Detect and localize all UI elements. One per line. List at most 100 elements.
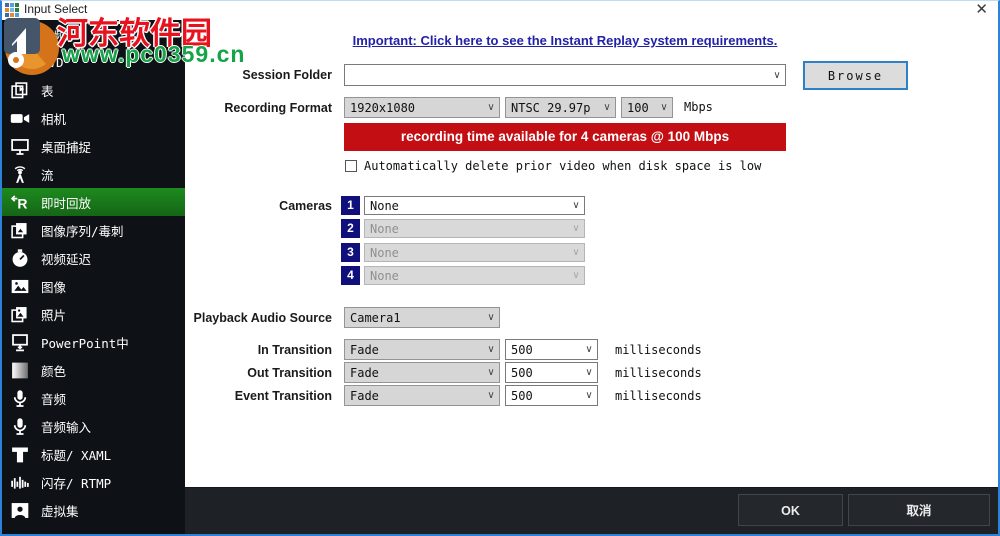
close-icon[interactable]: ✕ bbox=[975, 1, 988, 18]
sidebar-item-virtual-set[interactable]: 虚拟集 bbox=[0, 496, 185, 524]
sidebar-item-delay[interactable]: 视频延迟 bbox=[0, 244, 185, 272]
auto-delete-row[interactable]: Automatically delete prior video when di… bbox=[345, 159, 761, 173]
event-transition-effect-dropdown[interactable]: Fade ∨ bbox=[344, 385, 500, 406]
cancel-button[interactable]: 取消 bbox=[848, 494, 990, 526]
standard-dropdown[interactable]: NTSC 29.97p ∨ bbox=[505, 97, 616, 118]
recording-format-label: Recording Format bbox=[224, 101, 332, 115]
sidebar-item-label: 视频延迟 bbox=[41, 251, 92, 267]
chevron-down-icon: ∨ bbox=[487, 102, 495, 113]
sidebar-item-label: 图像序列/毒刺 bbox=[41, 223, 124, 239]
bitrate-dropdown[interactable]: 100 ∨ bbox=[621, 97, 673, 118]
sidebar-item-audio[interactable]: 音频 bbox=[0, 384, 185, 412]
in-transition-label: In Transition bbox=[257, 343, 332, 357]
chevron-down-icon: ∨ bbox=[572, 223, 580, 234]
sidebar-item-image[interactable]: 图像 bbox=[0, 272, 185, 300]
camera-1-dropdown[interactable]: None ∨ bbox=[364, 196, 585, 215]
flash-icon bbox=[7, 470, 33, 494]
sidebar-item-title[interactable]: 标题/ XAML bbox=[0, 440, 185, 468]
stream-icon bbox=[7, 162, 33, 186]
sidebar-item-label: 标题/ XAML bbox=[41, 447, 112, 463]
sidebar-item-label: 虚拟集 bbox=[41, 503, 79, 519]
auto-delete-checkbox[interactable] bbox=[345, 160, 357, 172]
sidebar-item-flash[interactable]: 闪存/ RTMP bbox=[0, 468, 185, 496]
chevron-down-icon: ∨ bbox=[572, 247, 580, 258]
sidebar-item-color[interactable]: 颜色 bbox=[0, 356, 185, 384]
transition-effect-value: Fade bbox=[350, 365, 379, 380]
auto-delete-label: Automatically delete prior video when di… bbox=[364, 159, 762, 173]
sidebar-item-label: 音频 bbox=[41, 391, 67, 407]
chevron-down-icon: ∨ bbox=[773, 69, 781, 81]
virtual-set-icon bbox=[7, 498, 33, 522]
sidebar-item-audio-input[interactable]: 音频输入 bbox=[0, 412, 185, 440]
chevron-down-icon: ∨ bbox=[585, 367, 593, 378]
camera-number-badge: 4 bbox=[341, 266, 360, 285]
ok-button[interactable]: OK bbox=[738, 494, 843, 526]
event-transition-duration-combo[interactable]: 500 ∨ bbox=[505, 385, 598, 406]
milliseconds-label: milliseconds bbox=[615, 366, 702, 380]
bitrate-unit-label: Mbps bbox=[684, 100, 713, 114]
sequence-icon bbox=[7, 218, 33, 242]
sidebar-item-photos[interactable]: 照片 bbox=[0, 300, 185, 328]
sidebar-item-label: 颜色 bbox=[41, 363, 67, 379]
resolution-value: 1920x1080 bbox=[350, 100, 416, 115]
camera-3-dropdown: None ∨ bbox=[364, 243, 585, 262]
audio-icon bbox=[7, 386, 33, 410]
sidebar-item-film[interactable]: 视频 bbox=[0, 20, 185, 48]
chevron-down-icon: ∨ bbox=[572, 200, 580, 211]
sidebar-item-stream[interactable]: 流 bbox=[0, 160, 185, 188]
resolution-dropdown[interactable]: 1920x1080 ∨ bbox=[344, 97, 500, 118]
chevron-down-icon: ∨ bbox=[487, 390, 495, 401]
color-icon bbox=[7, 358, 33, 382]
playback-audio-source-dropdown[interactable]: Camera1 ∨ bbox=[344, 307, 500, 328]
sidebar-item-label: 视频 bbox=[41, 27, 67, 43]
desktop-icon bbox=[7, 134, 33, 158]
playback-audio-source-label: Playback Audio Source bbox=[193, 311, 332, 325]
sidebar-item-replay[interactable]: R 即时回放 bbox=[0, 188, 185, 216]
sidebar-item-label: DVD bbox=[41, 54, 64, 70]
camera-2-dropdown: None ∨ bbox=[364, 219, 585, 238]
delay-icon bbox=[7, 246, 33, 270]
sidebar-item-label: 图像 bbox=[41, 279, 67, 295]
sidebar-item-list[interactable]: 表 bbox=[0, 76, 185, 104]
session-folder-label: Session Folder bbox=[242, 68, 332, 82]
transition-duration-value: 500 bbox=[511, 365, 533, 380]
out-transition-label: Out Transition bbox=[247, 366, 332, 380]
browse-button[interactable]: Browse bbox=[803, 61, 908, 90]
sidebar-item-label: 流 bbox=[41, 167, 54, 183]
out-transition-duration-combo[interactable]: 500 ∨ bbox=[505, 362, 598, 383]
sidebar-item-label: 照片 bbox=[41, 307, 67, 323]
transition-effect-value: Fade bbox=[350, 388, 379, 403]
powerpoint-icon bbox=[7, 330, 33, 354]
in-transition-duration-combo[interactable]: 500 ∨ bbox=[505, 339, 598, 360]
camera-value: None bbox=[370, 245, 399, 260]
sidebar-item-label: PowerPoint中 bbox=[41, 335, 129, 351]
recording-time-banner: recording time available for 4 cameras @… bbox=[344, 123, 786, 151]
sidebar: 视频 DVD 表相机桌面捕捉流 R 即时回放图像序列/毒刺 视频延迟图像照片 PowerPo… bbox=[0, 20, 185, 534]
audio-input-icon bbox=[7, 414, 33, 438]
chevron-down-icon: ∨ bbox=[603, 102, 611, 113]
sidebar-item-desktop[interactable]: 桌面捕捉 bbox=[0, 132, 185, 160]
cameras-label: Cameras bbox=[279, 199, 332, 213]
sidebar-item-sequence[interactable]: 图像序列/毒刺 bbox=[0, 216, 185, 244]
footer-bar: OK 取消 bbox=[185, 487, 1000, 536]
bitrate-value: 100 bbox=[627, 100, 649, 115]
sidebar-item-powerpoint[interactable]: PowerPoint中 bbox=[0, 328, 185, 356]
sidebar-item-label: 表 bbox=[41, 83, 54, 99]
session-folder-combo[interactable]: ∨ bbox=[344, 64, 786, 86]
chevron-down-icon: ∨ bbox=[487, 367, 495, 378]
camera-number-badge: 2 bbox=[341, 219, 360, 238]
camera-number-badge: 1 bbox=[341, 196, 360, 215]
out-transition-effect-dropdown[interactable]: Fade ∨ bbox=[344, 362, 500, 383]
sidebar-item-label: 桌面捕捉 bbox=[41, 139, 92, 155]
image-icon bbox=[7, 274, 33, 298]
sidebar-item-dvd[interactable]: DVD bbox=[0, 48, 185, 76]
in-transition-effect-dropdown[interactable]: Fade ∨ bbox=[344, 339, 500, 360]
system-requirements-link[interactable]: Important: Click here to see the Instant… bbox=[352, 33, 778, 48]
camera-4-dropdown: None ∨ bbox=[364, 266, 585, 285]
camera-icon bbox=[7, 106, 33, 130]
transition-duration-value: 500 bbox=[511, 388, 533, 403]
camera-value: None bbox=[370, 268, 399, 283]
sidebar-item-camera[interactable]: 相机 bbox=[0, 104, 185, 132]
camera-value: None bbox=[370, 198, 399, 213]
chevron-down-icon: ∨ bbox=[585, 344, 593, 355]
